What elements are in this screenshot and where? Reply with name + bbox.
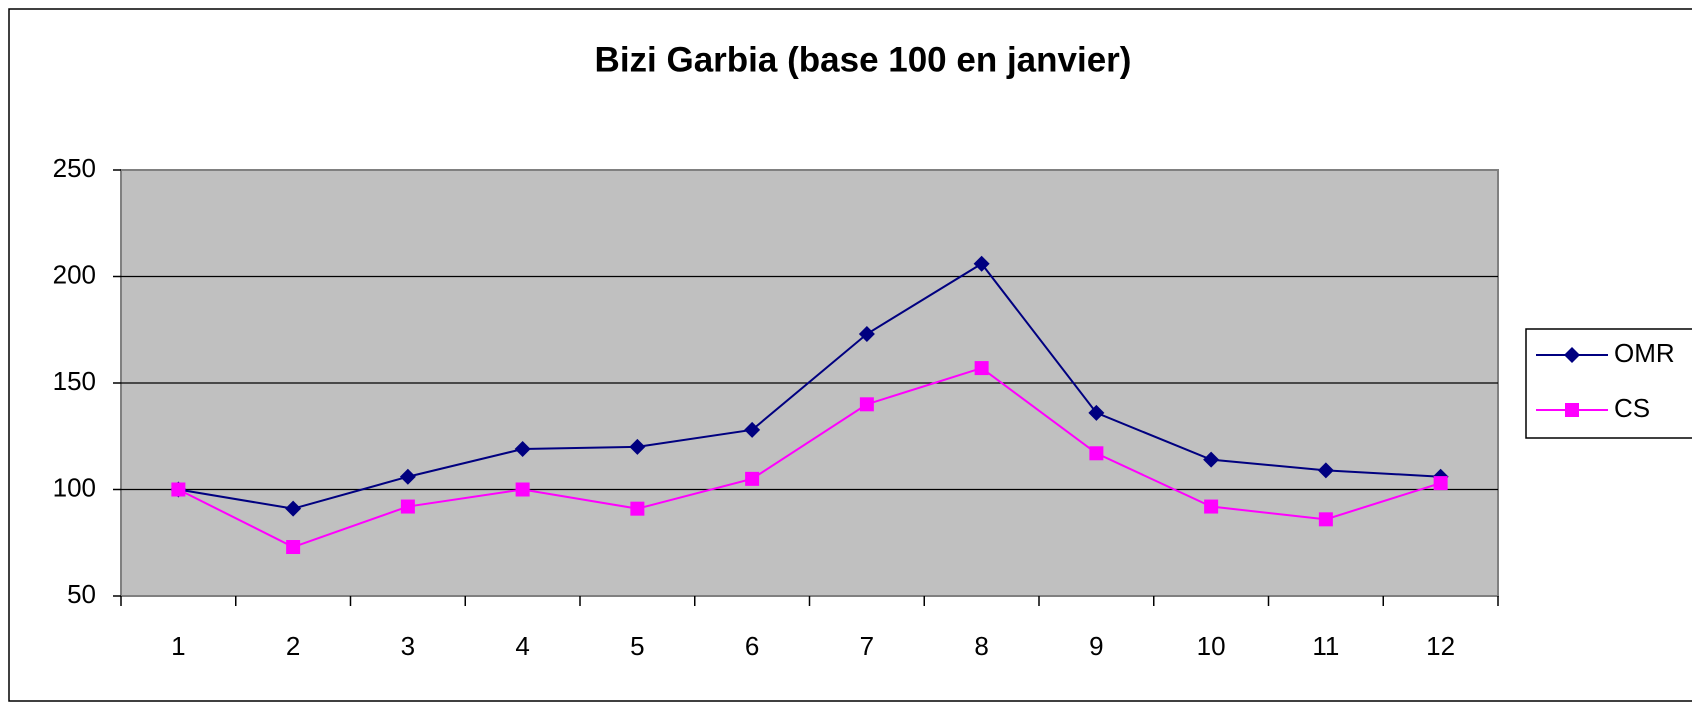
data-point: [1089, 446, 1104, 461]
data-point: [515, 482, 530, 497]
series-line: [178, 262, 1441, 510]
data-point: [630, 501, 645, 516]
legend-marker: [1564, 347, 1580, 363]
data-point: [973, 255, 990, 272]
data-point: [1204, 499, 1219, 514]
x-tick-label: 5: [630, 631, 644, 661]
x-tick-label: 3: [401, 631, 415, 661]
data-point: [285, 500, 302, 517]
x-tick-label: 6: [745, 631, 759, 661]
series-line: [177, 366, 1441, 549]
data-point: [1088, 404, 1105, 421]
data-point: [171, 482, 186, 497]
y-tick-label: 50: [67, 579, 96, 609]
x-tick-label: 1: [171, 631, 185, 661]
legend-box: [1525, 328, 1692, 439]
data-point: [1318, 512, 1333, 527]
legend-marker: [1565, 403, 1579, 417]
data-point: [629, 438, 646, 455]
x-tick-label: 12: [1426, 631, 1455, 661]
data-point: [1317, 462, 1334, 479]
y-tick-label: 200: [53, 259, 96, 289]
data-point: [1203, 451, 1220, 468]
data-point: [400, 499, 415, 514]
legend-label: CS: [1614, 393, 1650, 423]
data-point: [286, 540, 301, 555]
x-tick-label: 4: [515, 631, 529, 661]
data-point: [399, 468, 416, 485]
x-tick-label: 2: [286, 631, 300, 661]
data-point: [744, 421, 761, 438]
y-tick-label: 250: [53, 153, 96, 183]
x-tick-label: 7: [860, 631, 874, 661]
chart-title: Bizi Garbia (base 100 en janvier): [595, 40, 1132, 79]
data-point: [859, 397, 874, 412]
x-tick-label: 9: [1089, 631, 1103, 661]
y-tick-label: 150: [53, 366, 96, 396]
data-point: [514, 441, 531, 458]
legend-label: OMR: [1614, 338, 1675, 368]
data-point: [745, 471, 760, 486]
y-tick-label: 100: [53, 472, 96, 502]
x-tick-label: 8: [974, 631, 988, 661]
x-tick-label: 10: [1197, 631, 1226, 661]
x-tick-label: 11: [1312, 631, 1339, 661]
data-point: [858, 326, 875, 343]
data-point: [1433, 476, 1448, 491]
data-point: [974, 361, 989, 376]
